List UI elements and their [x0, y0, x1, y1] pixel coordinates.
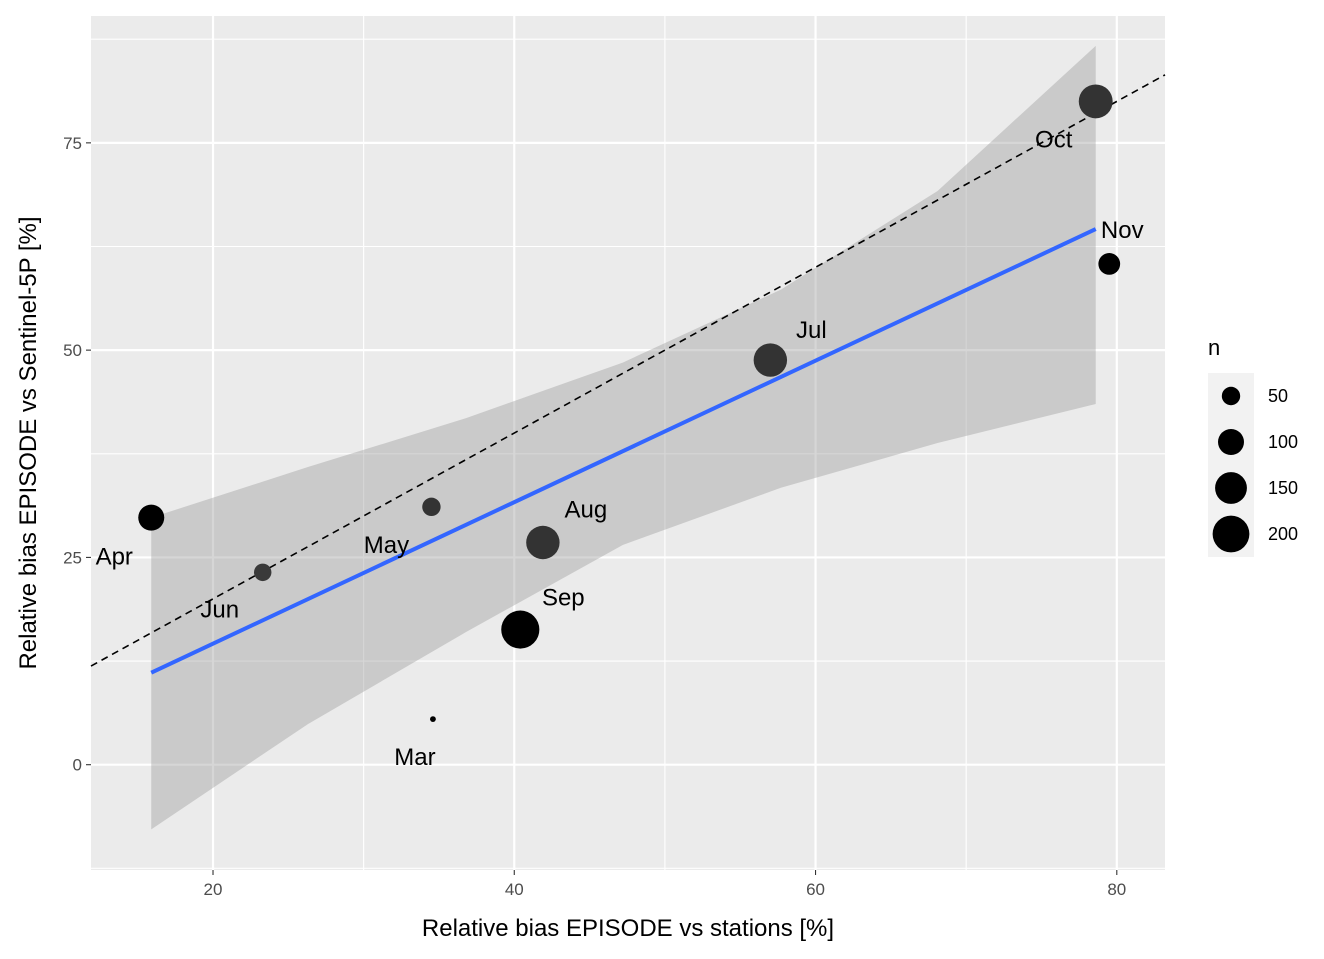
- y-tick-label: 50: [63, 341, 82, 360]
- data-point-jul: [753, 343, 788, 377]
- data-point-apr: [138, 504, 165, 531]
- data-point-sep: [501, 610, 540, 649]
- x-tick-label: 80: [1107, 880, 1126, 899]
- legend-label-100: 100: [1268, 432, 1298, 452]
- size-legend: n 50 100 150 200: [1208, 335, 1298, 557]
- point-label-oct: Oct: [1035, 126, 1073, 153]
- legend-key-100: [1218, 429, 1244, 455]
- data-point-mar: [430, 716, 436, 723]
- point-label-aug: Aug: [565, 496, 608, 523]
- x-axis-title: Relative bias EPISODE vs stations [%]: [422, 915, 834, 942]
- point-label-nov: Nov: [1101, 217, 1144, 244]
- y-tick-label: 25: [63, 548, 82, 567]
- data-point-nov: [1098, 253, 1121, 275]
- data-point-may: [422, 497, 441, 517]
- data-point-aug: [526, 525, 560, 560]
- confidence-band: [151, 45, 1096, 830]
- point-labels: Mar Apr May Jun Jul Aug Sep Oct Nov: [96, 126, 1144, 771]
- y-tick-label: 75: [63, 134, 82, 153]
- legend-key-50: [1221, 386, 1241, 406]
- x-tick-label: 20: [204, 880, 223, 899]
- confidence-ribbon: [151, 45, 1096, 830]
- legend-title: n: [1208, 335, 1220, 360]
- legend-entries: 50 100 150 200: [1212, 386, 1298, 553]
- plot-panel: [91, 16, 1165, 870]
- identity-line: [90, 74, 1166, 667]
- y-axis-ticks: 0 25 50 75: [63, 134, 91, 775]
- y-axis-title: Relative bias EPISODE vs Sentinel-5P [%]: [15, 216, 42, 669]
- point-label-mar: Mar: [394, 744, 435, 771]
- point-label-may: May: [364, 532, 409, 559]
- data-point-jun: [253, 563, 272, 582]
- point-label-sep: Sep: [542, 585, 585, 612]
- data-points: [138, 84, 1121, 723]
- x-axis-ticks: 20 40 60 80: [204, 870, 1126, 899]
- legend-label-200: 200: [1268, 524, 1298, 544]
- major-gridlines: [91, 16, 1165, 870]
- identity-dashed-line: [90, 74, 1166, 667]
- minor-gridlines: [91, 16, 1165, 870]
- data-point-oct: [1078, 84, 1113, 119]
- x-tick-label: 60: [806, 880, 825, 899]
- regression-line: [150, 227, 1097, 675]
- legend-label-50: 50: [1268, 386, 1288, 406]
- point-label-apr: Apr: [96, 544, 133, 571]
- legend-key-150: [1215, 472, 1247, 504]
- regression-fit-line: [150, 227, 1097, 675]
- y-tick-label: 0: [73, 756, 82, 775]
- legend-label-150: 150: [1268, 478, 1298, 498]
- point-label-jun: Jun: [200, 596, 239, 623]
- point-label-jul: Jul: [796, 317, 827, 344]
- x-tick-label: 40: [505, 880, 524, 899]
- legend-key-200: [1212, 515, 1250, 553]
